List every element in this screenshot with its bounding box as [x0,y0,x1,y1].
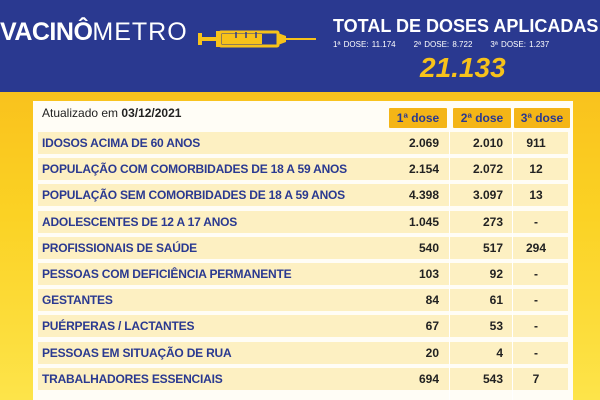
logo-text-part2: Ô [73,18,93,46]
row-dose1-value: 4.398 [408,188,439,203]
row-group-label: PUÉRPERAS / LACTANTES [42,319,195,334]
row-dose3-value: - [534,319,538,334]
dose-breakdown: 1ª DOSE: 11.174 2ª DOSE: 8.722 3ª DOSE: 1.… [333,40,567,49]
row-group-label: PROFISSIONAIS DE SAÚDE [42,240,197,255]
table-row: PROFISSIONAIS DE SAÚDE 540 517 294 [38,236,568,259]
row-dose2-value: 543 [482,371,503,386]
row-dose3-value: 911 [526,136,546,150]
row-dose2-value: 273 [482,214,503,229]
row-dose3-value: - [534,345,538,360]
row-dose3-value: - [534,214,538,229]
row-dose1-value: 103 [418,267,439,281]
row-dose1-value: 67 [425,319,439,334]
row-dose3-value: - [534,293,538,308]
table-row: IDOSOS ACIMA DE 60 ANOS 2.069 2.010 911 [38,132,568,154]
table-row: PUÉRPERAS / LACTANTES 67 53 - [38,315,568,338]
row-group-label: TRABALHADORES ESSENCIAIS [42,371,223,386]
column-header-dose3: 3ª dose [514,108,570,128]
row-group-label: POPULAÇÃO SEM COMORBIDADES DE 18 A 59 AN… [42,188,345,203]
column-header-dose2: 2ª dose [453,108,511,128]
table-row: PESSOAS COM DEFICIÊNCIA PERMANENTE 103 92 - [38,263,568,285]
total-doses-value: 21.133 [420,52,506,83]
dose1-total: 1ª DOSE: 11.174 [333,40,396,49]
table-row: POPULAÇÃO SEM COMORBIDADES DE 18 A 59 AN… [38,184,568,207]
table-row: POPULAÇÃO COM COMORBIDADES DE 18 A 59 AN… [38,158,568,181]
row-dose2-value: 2.072 [472,162,503,177]
row-dose3-value: - [534,267,538,281]
dose2-total: 2ª DOSE: 8.722 [413,40,473,49]
row-group-label: PESSOAS EM SITUAÇÃO DE RUA [42,345,232,360]
table-row: PESSOAS EM SITUAÇÃO DE RUA 20 4 - [38,341,568,364]
updated-info: Atualizado em 03/12/2021 [42,106,181,120]
table-row: GESTANTES 84 61 - [38,289,568,312]
row-dose2-value: 4 [496,345,503,360]
row-group-label: POPULAÇÃO COM COMORBIDADES DE 18 A 59 AN… [42,162,347,177]
row-dose2-value: 61 [489,293,503,308]
row-dose1-value: 540 [418,240,439,255]
row-dose1-value: 2.154 [408,162,439,177]
syringe-icon [198,30,316,48]
row-dose1-value: 84 [425,293,439,308]
row-dose1-value: 694 [418,371,439,386]
logo-text-part3: METRO [92,18,188,46]
row-dose3-value: 294 [525,240,547,255]
row-group-label: IDOSOS ACIMA DE 60 ANOS [42,136,201,150]
dose3-total: 3ª DOSE: 1.237 [490,40,550,49]
vacinometro-logo: VACINÔMETRO [0,18,188,47]
row-dose2-value: 517 [482,240,503,255]
updated-label: Atualizado em [42,106,119,120]
row-dose3-value: 7 [532,371,540,386]
row-dose2-value: 3.097 [472,188,503,203]
total-doses-title: TOTAL DE DOSES APLICADAS [333,16,599,36]
row-dose3-value: 13 [529,188,543,203]
row-dose2-value: 53 [489,319,503,334]
table-row: ADOLESCENTES DE 12 A 17 ANOS 1.045 273 - [38,210,568,233]
updated-date: 03/12/2021 [121,106,182,120]
row-dose1-value: 2.069 [408,136,439,150]
column-separator [449,130,450,400]
table-row: TRABALHADORES ESSENCIAIS 694 543 7 [38,367,568,390]
column-separator [512,130,513,400]
row-group-label: GESTANTES [42,293,113,308]
row-dose1-value: 1.045 [408,214,439,229]
row-dose2-value: 2.010 [472,136,503,150]
column-header-dose1: 1ª dose [389,108,447,128]
row-dose1-value: 20 [425,345,439,360]
row-group-label: ADOLESCENTES DE 12 A 17 ANOS [42,214,238,229]
row-group-label: PESSOAS COM DEFICIÊNCIA PERMANENTE [42,267,292,281]
row-dose2-value: 92 [489,267,503,281]
header-banner: VACINÔMETRO TOTAL DE DOSES APLICADAS 1ª … [0,0,600,92]
row-dose3-value: 12 [529,162,543,177]
logo-text-part1: VACIN [0,18,74,46]
